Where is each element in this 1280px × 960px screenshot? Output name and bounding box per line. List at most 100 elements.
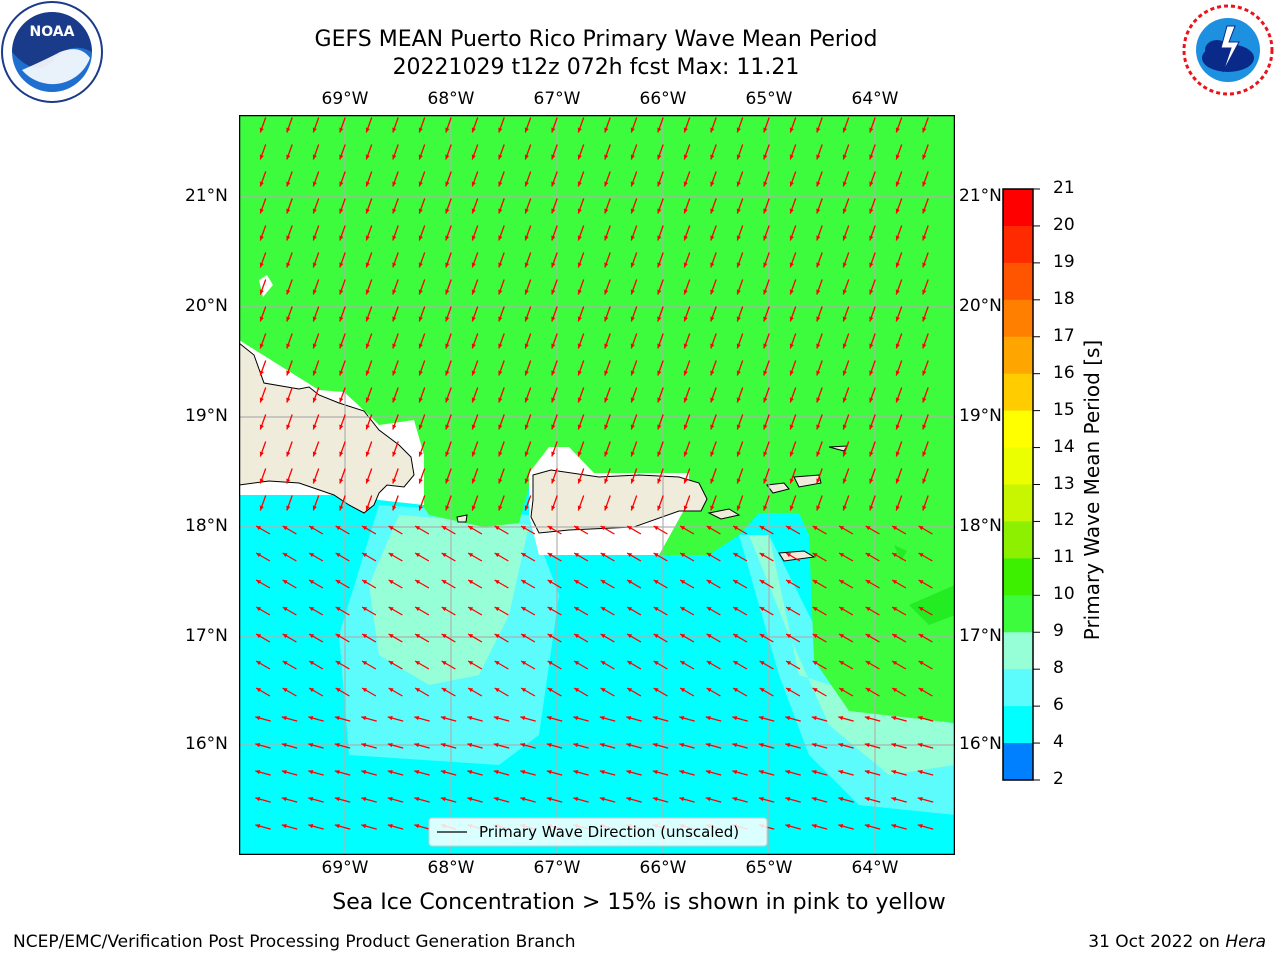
- colorbar-segment: [1003, 225, 1033, 264]
- wave-arrowhead: [653, 553, 659, 558]
- wave-arrowhead: [842, 370, 847, 376]
- wave-arrowhead: [895, 181, 900, 187]
- wave-arrowhead: [312, 235, 317, 241]
- wave-arrowhead: [922, 181, 927, 187]
- wave-arrowhead: [839, 634, 845, 639]
- wave-arrowhead: [441, 553, 447, 558]
- wave-arrowhead: [652, 770, 658, 775]
- wave-arrowhead: [415, 553, 421, 558]
- wave-arrowhead: [286, 397, 291, 403]
- colorbar-tick-label: 12: [1053, 510, 1075, 531]
- wave-arrowhead: [653, 661, 659, 666]
- wave-arrowhead: [574, 526, 580, 531]
- wave-arrowhead: [551, 316, 556, 322]
- wave-arrowhead: [520, 716, 526, 721]
- wave-arrowhead: [445, 154, 450, 160]
- wave-arrowhead: [286, 424, 291, 430]
- wave-arrowhead: [789, 370, 794, 376]
- wave-arrowhead: [334, 797, 340, 802]
- wave-arrowhead: [811, 824, 817, 829]
- wave-arrowhead: [680, 688, 686, 693]
- wave-arrowhead: [392, 424, 397, 430]
- wave-arrowhead: [710, 316, 715, 322]
- wave-arrowhead: [812, 634, 818, 639]
- wave-arrowhead: [339, 154, 344, 160]
- wave-arrowhead: [392, 127, 397, 133]
- wave-arrowhead: [494, 634, 500, 639]
- wave-arrowhead: [445, 478, 450, 484]
- colorbar-tick-label: 8: [1053, 658, 1064, 679]
- wave-arrowhead: [630, 235, 635, 241]
- wave-arrowhead: [816, 397, 821, 403]
- wave-arrowhead: [471, 451, 476, 457]
- wave-arrowhead: [733, 661, 739, 666]
- wave-arrowhead: [339, 370, 344, 376]
- wave-arrowhead: [627, 553, 633, 558]
- wave-arrowhead: [361, 770, 367, 775]
- wave-arrowhead: [710, 208, 715, 214]
- wave-arrowhead: [679, 770, 685, 775]
- wave-arrowhead: [335, 580, 341, 585]
- wave-arrowhead: [339, 424, 344, 430]
- wave-arrowhead: [471, 478, 476, 484]
- wave-arrowhead: [922, 424, 927, 430]
- wave-arrowhead: [604, 289, 609, 295]
- wave-arrowhead: [498, 370, 503, 376]
- wave-arrowhead: [392, 370, 397, 376]
- wave-arrowhead: [657, 370, 662, 376]
- wave-arrowhead: [710, 343, 715, 349]
- wave-arrowhead: [732, 743, 738, 748]
- wave-arrowhead: [706, 526, 712, 531]
- colorbar-segment: [1003, 632, 1033, 670]
- wave-arrowhead: [339, 262, 344, 268]
- wave-arrowhead: [604, 154, 609, 160]
- wave-arrowhead: [680, 580, 686, 585]
- wave-arrowhead: [733, 553, 739, 558]
- wave-arrowhead: [683, 154, 688, 160]
- wave-arrowhead: [365, 370, 370, 376]
- wave-arrowhead: [759, 607, 765, 612]
- wave-arrowhead: [683, 262, 688, 268]
- wave-arrowhead: [286, 181, 291, 187]
- colorbar-tick-label: 19: [1053, 251, 1075, 272]
- wave-arrowhead: [657, 424, 662, 430]
- wave-arrowhead: [653, 688, 659, 693]
- wave-arrowhead: [309, 553, 315, 558]
- wave-arrowhead: [339, 208, 344, 214]
- wave-arrowhead: [785, 797, 791, 802]
- colorbar-tick-label: 20: [1053, 214, 1075, 235]
- wave-arrowhead: [468, 634, 474, 639]
- wave-arrowhead: [256, 553, 262, 558]
- wave-arrowhead: [468, 607, 474, 612]
- wave-arrowhead: [865, 526, 871, 531]
- wave-arrowhead: [577, 451, 582, 457]
- wave-arrowhead: [869, 370, 874, 376]
- wave-arrowhead: [339, 397, 344, 403]
- wave-arrowhead: [789, 505, 794, 511]
- wave-arrowhead: [334, 743, 340, 748]
- wave-arrowhead: [657, 181, 662, 187]
- wave-arrowhead: [547, 580, 553, 585]
- wave-arrowhead: [312, 127, 317, 133]
- colorbar-segment: [1003, 373, 1033, 412]
- wave-arrowhead: [922, 127, 927, 133]
- wave-arrowhead: [361, 824, 367, 829]
- wave-arrowhead: [917, 824, 923, 829]
- wave-arrowhead: [733, 607, 739, 612]
- wave-arrowhead: [524, 208, 529, 214]
- wave-arrowhead: [736, 397, 741, 403]
- wave-arrowhead: [335, 661, 341, 666]
- wave-arrowhead: [282, 607, 288, 612]
- wave-arrowhead: [309, 580, 315, 585]
- wave-arrowhead: [361, 716, 367, 721]
- wave-arrowhead: [387, 797, 393, 802]
- wave-arrowhead: [498, 262, 503, 268]
- wave-arrowhead: [259, 505, 264, 511]
- wave-arrowhead: [733, 634, 739, 639]
- wave-arrowhead: [546, 797, 552, 802]
- wave-arrowhead: [895, 235, 900, 241]
- wave-arrowhead: [763, 424, 768, 430]
- wave-arrowhead: [471, 154, 476, 160]
- wave-arrowhead: [334, 824, 340, 829]
- wave-arrowhead: [493, 716, 499, 721]
